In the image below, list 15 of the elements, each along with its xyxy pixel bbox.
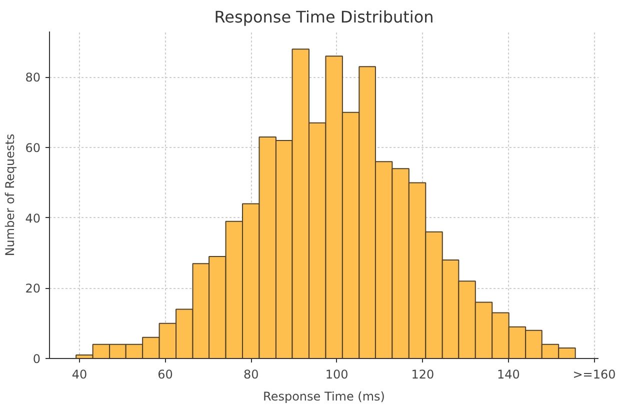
x-tick-label: >=160 xyxy=(572,368,616,382)
y-tick-label: 80 xyxy=(25,70,41,85)
x-tick-label: 80 xyxy=(243,368,259,382)
x-tick-label: 140 xyxy=(496,368,520,382)
x-tick-label: 60 xyxy=(158,368,173,382)
y-axis-title: Number of Requests xyxy=(3,134,18,256)
y-tick-label: 20 xyxy=(25,282,41,296)
x-tick-label: 120 xyxy=(411,368,434,382)
chart-title: Response Time Distribution xyxy=(214,8,434,26)
y-tick-label: 60 xyxy=(25,141,41,156)
x-tick-label: 100 xyxy=(325,368,348,382)
x-axis-title: Response Time (ms) xyxy=(263,390,385,404)
y-tick-label: 0 xyxy=(32,352,41,366)
x-tick-label: 40 xyxy=(72,368,88,382)
y-tick-label: 40 xyxy=(25,211,41,226)
